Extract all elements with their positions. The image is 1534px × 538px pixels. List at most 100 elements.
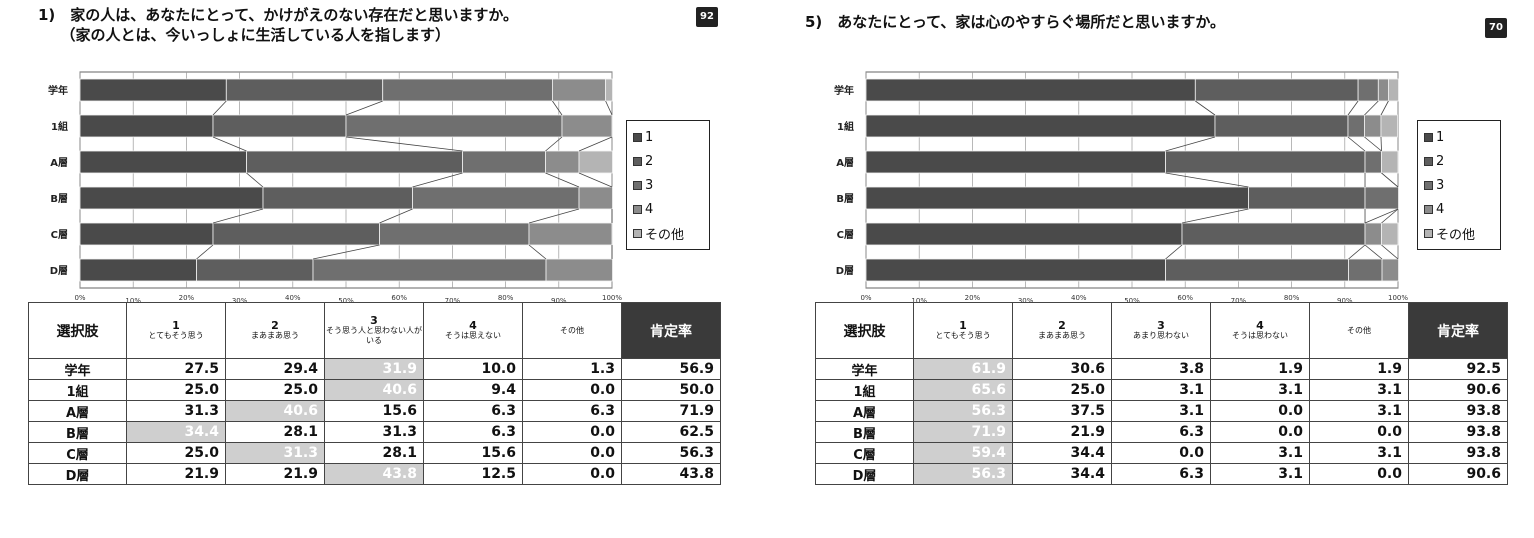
legend-label: 2 — [1436, 153, 1445, 169]
value-cell: 1.9 — [1309, 358, 1409, 380]
legend-swatch — [1424, 132, 1433, 142]
legend-label: 4 — [1436, 201, 1445, 217]
connector-line — [1381, 172, 1399, 188]
table-row: 学年 27.5 29.4 31.9 10.0 1.3 56.9 — [28, 358, 721, 380]
table-row: 学年 61.9 30.6 3.8 1.9 1.9 92.5 — [815, 358, 1508, 380]
value-cell: 43.8 — [324, 463, 424, 485]
connector-line — [1364, 136, 1382, 152]
value-cell: 31.9 — [324, 358, 424, 380]
option-number: 3 — [370, 314, 378, 327]
legend-swatch — [1424, 204, 1433, 214]
connector-line — [528, 208, 580, 224]
legend-label: 1 — [645, 129, 654, 145]
table-row: 1組 25.0 25.0 40.6 9.4 0.0 50.0 — [28, 379, 721, 401]
bar-segment — [578, 186, 613, 210]
value-cell: 27.5 — [126, 358, 226, 380]
value-cell: 3.8 — [1111, 358, 1211, 380]
header-option: 2 まあまあ思う — [1012, 302, 1112, 359]
connector-line — [552, 100, 563, 116]
rate-cell: 56.3 — [621, 442, 721, 464]
option-label: とてもそう思う — [148, 331, 204, 340]
x-tick-label: 100% — [1388, 294, 1408, 302]
bar-segment — [1364, 186, 1399, 210]
legend-swatch — [1424, 156, 1433, 166]
bar-segment — [1248, 186, 1366, 210]
stacked-bar-chart: 0% 10% 20% 30% 40% 50% 60% 70% 80% 90% 100% 学年 1組 A層 B… — [834, 71, 1408, 305]
category-label: B層 — [50, 193, 68, 205]
value-cell: 30.6 — [1012, 358, 1112, 380]
value-cell: 28.1 — [225, 421, 325, 443]
connector-line — [212, 136, 247, 152]
value-cell: 6.3 — [423, 400, 523, 422]
connector-line — [1364, 208, 1399, 224]
x-tick-label: 60% — [1177, 294, 1193, 302]
value-cell: 6.3 — [1111, 421, 1211, 443]
row-label: 学年 — [815, 358, 914, 380]
bar-segment — [1348, 258, 1383, 282]
legend-item: 3 — [1424, 173, 1494, 197]
connector-line — [545, 172, 580, 188]
table-row: B層 71.9 21.9 6.3 0.0 0.0 93.8 — [815, 421, 1508, 443]
category-label: B層 — [836, 193, 854, 205]
value-cell: 21.9 — [225, 463, 325, 485]
legend-item: 4 — [1424, 197, 1494, 221]
bar-segment — [1214, 114, 1349, 138]
legend-swatch — [1424, 180, 1433, 190]
header-option: その他 — [1309, 302, 1409, 359]
value-cell: 28.1 — [324, 442, 424, 464]
table-row: C層 25.0 31.3 28.1 15.6 0.0 56.3 — [28, 442, 721, 464]
x-tick-label: 0% — [860, 294, 871, 302]
option-label: あまり思わない — [1133, 331, 1189, 340]
bar-segment — [1194, 78, 1359, 102]
x-tick-label: 10% — [125, 297, 141, 305]
x-tick-label: 50% — [338, 297, 354, 305]
bar-segment — [1388, 78, 1399, 102]
header-rate: 肯定率 — [621, 302, 721, 359]
bar-segment — [1381, 150, 1399, 174]
value-cell: 0.0 — [1309, 463, 1409, 485]
bar-segment — [312, 258, 547, 282]
bar-segment — [561, 114, 613, 138]
legend-item: 4 — [633, 197, 703, 221]
results-table: 選択肢 1 とてもそう思う 2 まあまあ思う 3 そう思う人と思わない人がいる 4 そうは思えな… — [28, 302, 721, 485]
bar-segment — [196, 258, 314, 282]
value-cell: 3.1 — [1210, 379, 1310, 401]
connector-line — [1364, 100, 1379, 116]
header-option: 4 そうは思えない — [423, 302, 523, 359]
option-label: とてもそう思う — [935, 331, 991, 340]
value-cell: 3.1 — [1210, 463, 1310, 485]
x-tick-label: 80% — [498, 294, 514, 302]
connector-line — [545, 136, 563, 152]
category-label: D層 — [836, 265, 854, 277]
option-number: 2 — [1058, 319, 1066, 332]
bar-segment — [1347, 114, 1365, 138]
rate-cell: 90.6 — [1408, 379, 1508, 401]
value-cell: 0.0 — [1111, 442, 1211, 464]
connector-line — [1380, 136, 1382, 152]
connector-line — [1348, 244, 1366, 260]
value-cell: 3.1 — [1309, 379, 1409, 401]
value-cell: 9.4 — [423, 379, 523, 401]
connector-line — [578, 136, 613, 152]
value-cell: 25.0 — [225, 379, 325, 401]
legend-item: 1 — [1424, 125, 1494, 149]
connector-line — [1165, 172, 1249, 188]
row-label: A層 — [28, 400, 127, 422]
value-cell: 0.0 — [522, 442, 622, 464]
category-label: D層 — [50, 265, 68, 277]
legend-label: 1 — [1436, 129, 1445, 145]
x-tick-label: 30% — [1018, 297, 1034, 305]
row-label: 1組 — [28, 379, 127, 401]
rate-cell: 43.8 — [621, 463, 721, 485]
connector-line — [379, 208, 413, 224]
value-cell: 21.9 — [1012, 421, 1112, 443]
legend-item: 2 — [633, 149, 703, 173]
option-number: 4 — [1256, 319, 1264, 332]
connector-line — [345, 100, 383, 116]
x-tick-label: 30% — [232, 297, 248, 305]
connector-line — [212, 208, 264, 224]
x-tick-label: 40% — [1071, 294, 1087, 302]
value-cell: 37.5 — [1012, 400, 1112, 422]
connector-line — [345, 136, 463, 152]
bar-segment — [79, 186, 264, 210]
